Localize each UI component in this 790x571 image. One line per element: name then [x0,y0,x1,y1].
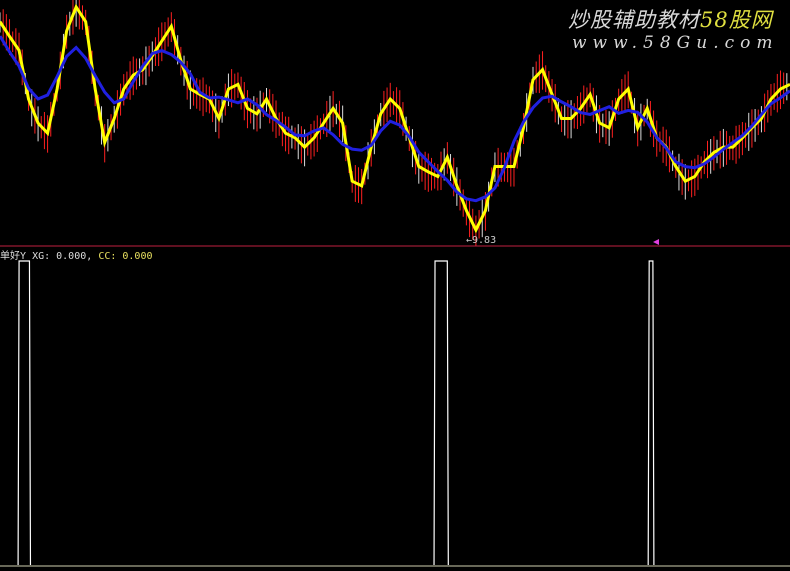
watermark-title: 炒股辅助教材58股网 [568,4,773,34]
moving-average-line [0,35,790,203]
cc-value: CC: 0.000 [98,251,153,262]
watermark-url: www.58Gu.com [572,33,779,53]
signal-bar [647,260,655,566]
xg-value: XG: 0.000, [32,251,93,262]
signal-bar [433,260,449,566]
watermark-text: 炒股辅助教材 [568,8,700,32]
low-price-label: ←9.83 [466,235,497,246]
current-marker-icon [653,239,659,245]
watermark-brand: 58股网 [700,8,773,32]
indicator-name: 单好Y [0,251,27,262]
indicator-header: 单好Y XG: 0.000, CC: 0.000 [0,247,153,262]
signal-bar [17,260,32,566]
